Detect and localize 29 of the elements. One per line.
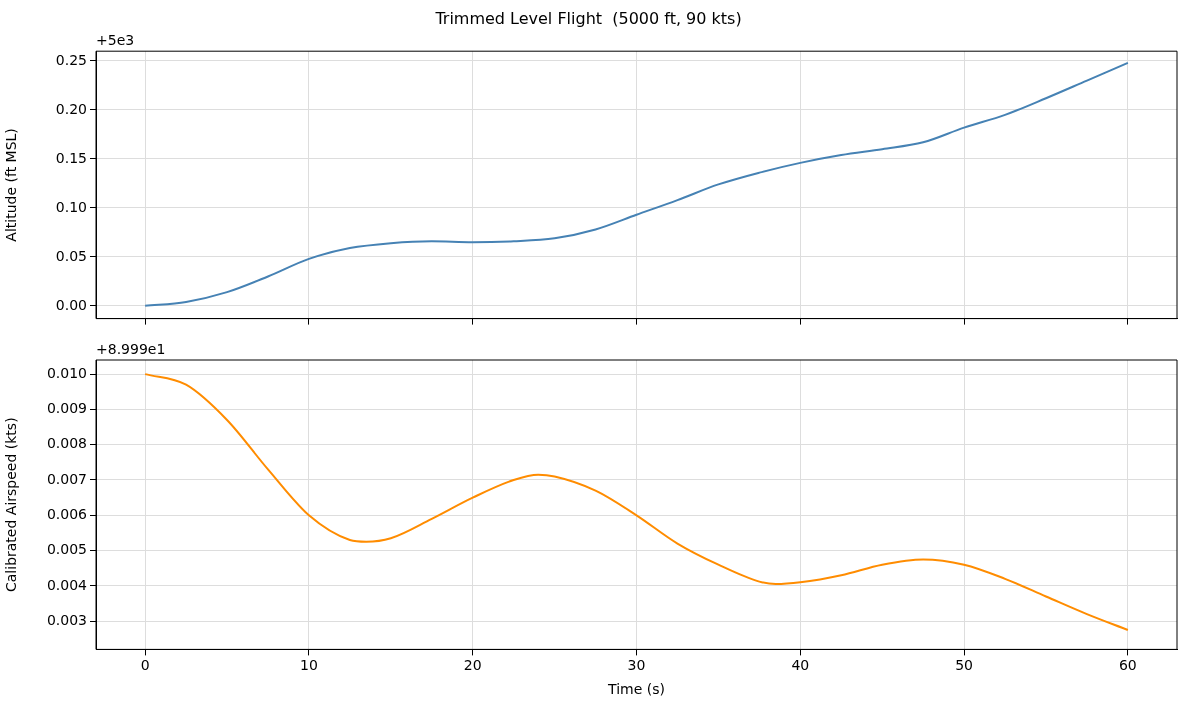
y-tick-label: 0.010 bbox=[46, 364, 87, 381]
y-tick-label: 0.00 bbox=[55, 296, 87, 313]
y-axis-title: Calibrated Airspeed (kts) bbox=[3, 417, 20, 592]
x-tick-label: 50 bbox=[955, 657, 973, 674]
y-tick-label: 0.004 bbox=[46, 576, 88, 593]
y-tick-label: 0.007 bbox=[46, 470, 87, 487]
line-series bbox=[144, 61, 1129, 307]
y-tick-label: 0.006 bbox=[46, 505, 88, 522]
y-tick-label: 0.25 bbox=[55, 51, 87, 68]
x-tick-label: 40 bbox=[791, 657, 810, 674]
y-axis-title: Altitude (ft MSL) bbox=[3, 128, 20, 242]
y-tick-label: 0.003 bbox=[46, 611, 87, 628]
y-tick-label: 0.20 bbox=[55, 100, 87, 117]
chart-title: Trimmed Level Flight (5000 ft, 90 kts) bbox=[434, 8, 742, 28]
x-tick-label: 10 bbox=[300, 657, 318, 674]
y-tick-label: 0.05 bbox=[55, 247, 87, 264]
text: +5e3 bbox=[96, 31, 135, 48]
y-tick-label: 0.005 bbox=[46, 541, 87, 558]
text: +8.999e1 bbox=[96, 340, 166, 357]
y-tick-label: 0.008 bbox=[46, 435, 87, 452]
y-tick-label: 0.15 bbox=[55, 149, 87, 166]
x-tick-label: 30 bbox=[627, 657, 646, 674]
x-axis-title: Time (s) bbox=[607, 681, 665, 698]
x-tick-label: 60 bbox=[1118, 657, 1137, 674]
x-tick-label: 0 bbox=[140, 657, 150, 674]
y-tick-label: 0.009 bbox=[46, 400, 87, 417]
x-tick-label: 20 bbox=[463, 657, 482, 674]
line-series bbox=[144, 373, 1129, 631]
y-tick-label: 0.10 bbox=[55, 198, 87, 215]
